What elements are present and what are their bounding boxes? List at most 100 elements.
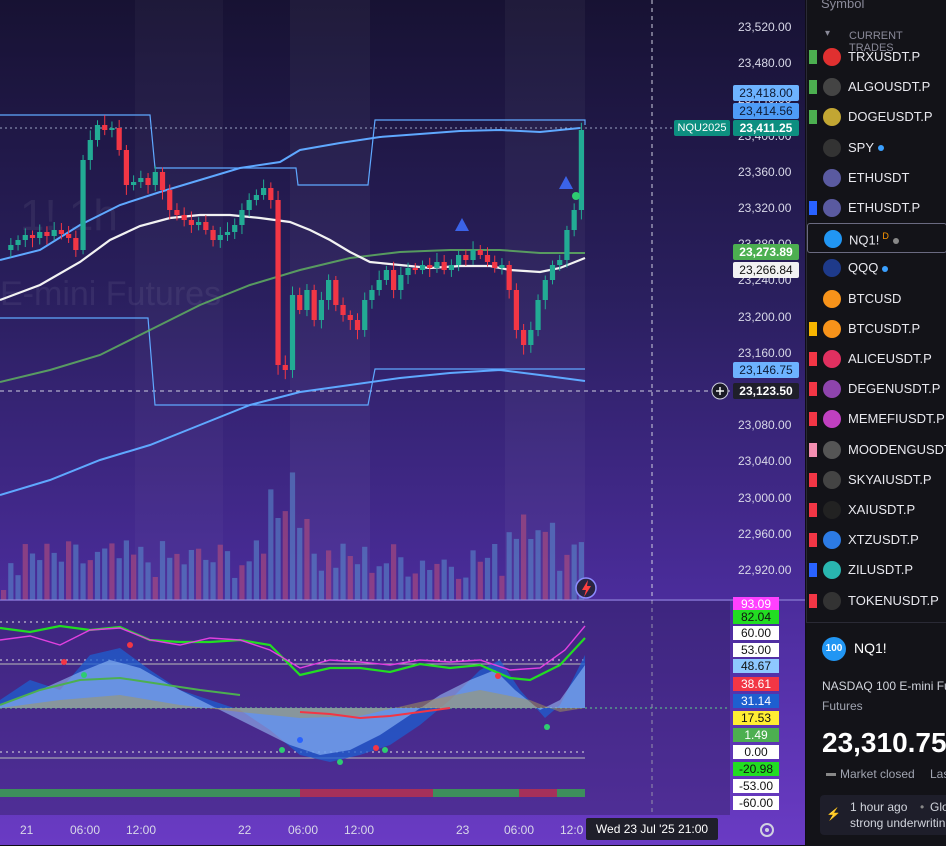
watchlist-symbol-text: DEGENUSDT.P bbox=[848, 381, 941, 397]
watchlist-row[interactable]: XTZUSDT.P bbox=[807, 525, 946, 555]
symbol-logo-icon bbox=[823, 199, 841, 217]
news-time: 1 hour ago bbox=[850, 800, 908, 814]
band-upper-label: 23,418.00 bbox=[733, 85, 799, 101]
watchlist-symbol-text: MEMEFIUSDT.P bbox=[848, 411, 945, 427]
upper-band-box bbox=[0, 114, 586, 186]
detail-symbol[interactable]: NQ1! bbox=[854, 640, 887, 656]
flag-icon[interactable] bbox=[809, 442, 817, 457]
symbol-detail-panel: 100 NQ1! NASDAQ 100 E-mini Fut Futures 2… bbox=[806, 622, 946, 846]
watchlist-symbol: QQQ bbox=[848, 260, 889, 275]
buy-triangle-2 bbox=[559, 176, 573, 189]
watchlist-row[interactable]: ALICEUSDT.P bbox=[807, 344, 946, 374]
lower-band-box bbox=[0, 317, 585, 406]
watchlist-row[interactable]: BTCUSDT.P bbox=[807, 314, 946, 344]
watchlist-symbol-text: XTZUSDT.P bbox=[848, 532, 919, 548]
symbol-logo-icon bbox=[823, 380, 841, 399]
watchlist-row[interactable]: TOKENUSDT.P bbox=[807, 586, 946, 616]
watchlist-symbol: XAIUSDT.P bbox=[848, 502, 915, 517]
watchlist-symbol-text: SPY bbox=[848, 139, 875, 155]
watchlist-row[interactable]: MEMEFIUSDT.P bbox=[807, 404, 946, 434]
detail-market-status-extra: Las bbox=[930, 767, 946, 781]
symbol-logo-icon bbox=[823, 168, 841, 187]
watchlist-section-title[interactable]: CURRENT TRADES bbox=[849, 30, 903, 54]
oscillator-value-label: 82.04 bbox=[733, 610, 779, 624]
oscillator-value-label: 38.61 bbox=[733, 677, 779, 691]
flag-icon[interactable] bbox=[809, 201, 817, 215]
time-axis[interactable]: 21 06:00 12:00 22 06:00 12:00 23 06:00 12:0 bbox=[0, 815, 805, 845]
watchlist-symbol-text: NQ1! bbox=[849, 232, 880, 248]
symbol-logo-icon bbox=[823, 410, 841, 429]
news-card[interactable]: ⚡ 1 hour ago • Glob strong underwritin bbox=[820, 795, 946, 835]
watchlist-symbol-text: ALICEUSDT.P bbox=[848, 351, 932, 366]
price-tick: 23,320.00 bbox=[738, 201, 792, 215]
flag-icon[interactable] bbox=[809, 110, 817, 125]
flag-icon[interactable] bbox=[809, 472, 817, 487]
watchlist-row[interactable]: ZILUSDT.P bbox=[807, 555, 946, 585]
chart-area[interactable]: 1! 1h E-mini Futures bbox=[0, 0, 805, 845]
watchlist-symbol: ETHUSDT bbox=[848, 170, 909, 185]
price-chart[interactable]: 1! 1h E-mini Futures bbox=[0, 0, 805, 845]
osc-light-area bbox=[0, 660, 585, 755]
osc-magenta-line bbox=[0, 625, 586, 671]
osc-olive-area bbox=[0, 690, 585, 718]
oscillator-value-label: 17.53 bbox=[733, 711, 779, 725]
detail-symbol-badge: 100 bbox=[822, 637, 846, 661]
watchlist-symbol: DOGEUSDT.P bbox=[848, 109, 933, 124]
price-tick: 23,200.00 bbox=[738, 309, 792, 324]
flag-icon[interactable] bbox=[809, 412, 817, 427]
watchlist-row[interactable]: BTCUSD bbox=[807, 284, 946, 314]
flag-icon[interactable] bbox=[809, 382, 817, 397]
symbol-logo-icon bbox=[823, 561, 841, 580]
flag-icon[interactable] bbox=[809, 503, 817, 517]
time-tick: 12:0 bbox=[560, 823, 584, 837]
settings-gear-icon[interactable] bbox=[760, 823, 774, 837]
ma-green-label: 23,273.89 bbox=[733, 244, 799, 260]
news-bolt-icon: ⚡ bbox=[826, 807, 841, 821]
flag-icon[interactable] bbox=[809, 80, 817, 95]
news-dot-sep: • bbox=[920, 800, 925, 814]
flag-icon[interactable] bbox=[809, 50, 817, 64]
flag-icon[interactable] bbox=[809, 533, 817, 548]
symbol-tag: NQU2025 bbox=[674, 120, 730, 136]
flag-icon[interactable] bbox=[809, 352, 817, 366]
watchlist-row[interactable]: DEGENUSDT.P bbox=[807, 374, 946, 404]
watchlist-row[interactable]: ETHUSDT bbox=[807, 163, 946, 193]
watchlist-row[interactable]: QQQ bbox=[807, 253, 946, 283]
watchlist-row[interactable]: MOODENGUSDT. bbox=[807, 435, 946, 465]
ma-white-label: 23,266.84 bbox=[733, 262, 799, 278]
watchlist-row[interactable]: ETHUSDT.P bbox=[807, 193, 946, 223]
watchlist-row[interactable]: SPY bbox=[807, 133, 946, 163]
news-headline-2: strong underwritin bbox=[850, 816, 946, 830]
symbol-logo-icon bbox=[823, 591, 841, 610]
watchlist-row[interactable]: TRXUSDT.P bbox=[807, 42, 946, 72]
green-ma-line bbox=[0, 249, 585, 383]
watchlist-column-header[interactable]: Symbol bbox=[821, 0, 865, 11]
symbol-logo-icon bbox=[824, 230, 842, 249]
watchlist-symbol: NQ1! D bbox=[849, 231, 899, 248]
watchlist-symbol-text: ZILUSDT.P bbox=[848, 562, 914, 578]
flag-icon[interactable] bbox=[809, 593, 817, 608]
watchlist-symbol-text: DOGEUSDT.P bbox=[848, 109, 933, 125]
watchlist-row[interactable]: ALGOUSDT.P bbox=[807, 72, 946, 102]
flag-icon[interactable] bbox=[809, 563, 817, 578]
osc-green-mid bbox=[0, 676, 241, 706]
price-tick: 23,480.00 bbox=[738, 56, 792, 71]
collapse-chevron-icon[interactable]: ▾ bbox=[825, 28, 831, 39]
upper-channel-line bbox=[0, 127, 581, 261]
watchlist-symbol: XTZUSDT.P bbox=[848, 532, 919, 547]
detail-name: NASDAQ 100 E-mini Fut bbox=[822, 679, 946, 693]
oscillator-value-label: 1.49 bbox=[733, 728, 779, 742]
watchlist-row[interactable]: NQ1! D bbox=[807, 223, 946, 254]
watchlist-row[interactable]: XAIUSDT.P bbox=[807, 495, 946, 525]
watchlist-symbol: MOODENGUSDT. bbox=[848, 442, 946, 457]
lower-band-label: 23,146.75 bbox=[733, 362, 799, 378]
price-tick: 23,080.00 bbox=[738, 418, 792, 433]
watchlist-row[interactable]: SKYAIUSDT.P bbox=[807, 465, 946, 495]
flag-icon[interactable] bbox=[809, 321, 817, 336]
watchlist-symbol: BTCUSDT.P bbox=[848, 321, 920, 336]
watchlist-row[interactable]: DOGEUSDT.P bbox=[807, 102, 946, 132]
price-tick: 23,000.00 bbox=[738, 490, 792, 505]
watchlist-symbol: ALICEUSDT.P bbox=[848, 351, 932, 366]
time-tick: 06:00 bbox=[504, 823, 535, 837]
buy-triangle-1 bbox=[455, 218, 469, 231]
